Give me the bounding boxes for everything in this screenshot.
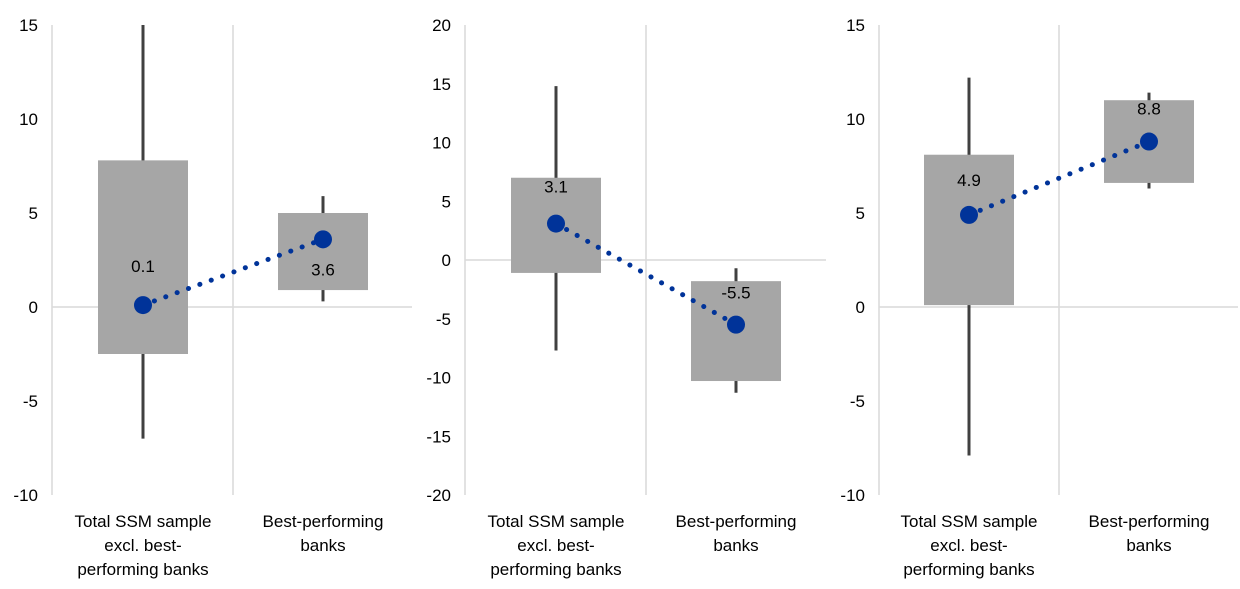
category-label: performing banks	[903, 560, 1034, 579]
box	[98, 160, 188, 354]
median-label: 4.9	[957, 171, 981, 190]
y-tick-label: -10	[13, 486, 38, 505]
y-tick-label: 15	[19, 16, 38, 35]
median-connector	[553, 221, 739, 328]
y-tick-label: 20	[432, 16, 451, 35]
category-label: excl. best-	[930, 536, 1007, 555]
median-marker	[960, 205, 978, 224]
category-label: Total SSM sample	[901, 512, 1038, 531]
y-tick-label: 10	[19, 110, 38, 129]
y-tick-label: -5	[850, 392, 865, 411]
y-tick-label: -10	[840, 486, 865, 505]
category-label: excl. best-	[517, 536, 594, 555]
chart-panel-3: 15 10 5 0 -5 -10 4.9 8.8 Total SSM sample excl. b…	[840, 16, 1238, 579]
y-tick-label: 10	[846, 110, 865, 129]
y-tick-label: -20	[426, 486, 451, 505]
chart-panel-2: 20 15 10 5 0 -5 -10 -15 -20 3.1 -5.5 Total SSM samp…	[426, 16, 826, 579]
category-label: Best-performing	[1089, 512, 1210, 531]
y-tick-label: 0	[29, 298, 38, 317]
category-label: performing banks	[490, 560, 621, 579]
median-connector	[966, 139, 1152, 218]
category-label: Best-performing	[676, 512, 797, 531]
y-tick-label: 15	[846, 16, 865, 35]
median-connector	[140, 236, 326, 308]
median-label: 3.1	[544, 178, 568, 197]
y-tick-label: 10	[432, 134, 451, 153]
category-label: banks	[1126, 536, 1171, 555]
median-marker	[314, 230, 332, 249]
y-tick-label: -5	[23, 392, 38, 411]
median-marker	[134, 296, 152, 315]
median-label: 3.6	[311, 260, 335, 279]
y-tick-label: -15	[426, 427, 451, 446]
median-label: 8.8	[1137, 100, 1161, 119]
median-label: 0.1	[131, 257, 155, 276]
median-label: -5.5	[721, 284, 750, 303]
median-marker	[727, 315, 745, 334]
category-label: performing banks	[77, 560, 208, 579]
y-tick-label: 15	[432, 75, 451, 94]
y-tick-label: 5	[29, 204, 38, 223]
category-label: banks	[713, 536, 758, 555]
y-tick-label: 0	[856, 298, 865, 317]
category-label: Best-performing	[263, 512, 384, 531]
y-tick-label: 5	[856, 204, 865, 223]
category-label: banks	[300, 536, 345, 555]
median-marker	[547, 214, 565, 233]
y-tick-label: 0	[442, 251, 451, 270]
y-tick-label: -5	[436, 310, 451, 329]
chart-panel-1: 15 10 5 0 -5 -10 0.1 3.6 Total SSM sample excl. b…	[13, 16, 412, 579]
y-tick-label: -10	[426, 369, 451, 388]
category-label: Total SSM sample	[488, 512, 625, 531]
y-tick-label: 5	[442, 192, 451, 211]
box	[924, 154, 1014, 306]
category-label: excl. best-	[104, 536, 181, 555]
median-marker	[1140, 132, 1158, 151]
category-label: Total SSM sample	[75, 512, 212, 531]
